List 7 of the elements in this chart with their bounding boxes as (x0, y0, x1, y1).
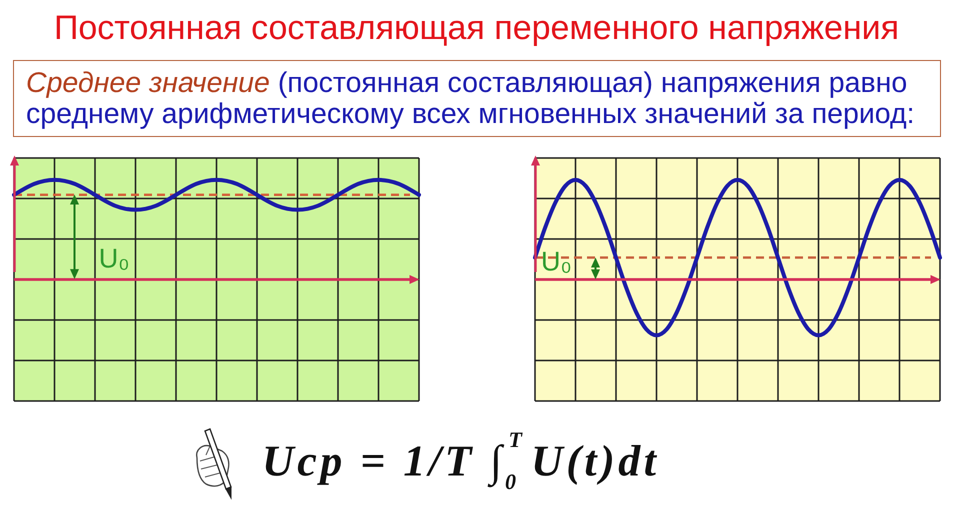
ref-line-label: U₀ (98, 243, 130, 274)
text: Среднее значение (26, 67, 270, 99)
text: (постоянная составляющая) напряжения равно (278, 67, 908, 99)
text: среднему арифметическому всех мгновенных значений за период: (26, 98, 915, 130)
ref-line-label: U₀ (541, 246, 572, 276)
text: Постоянная составляющая переменного напряжения (52, 9, 900, 47)
text: Ucp = 1/T ∫$_{0}$$^{T}$U(t)dt (262, 426, 660, 496)
